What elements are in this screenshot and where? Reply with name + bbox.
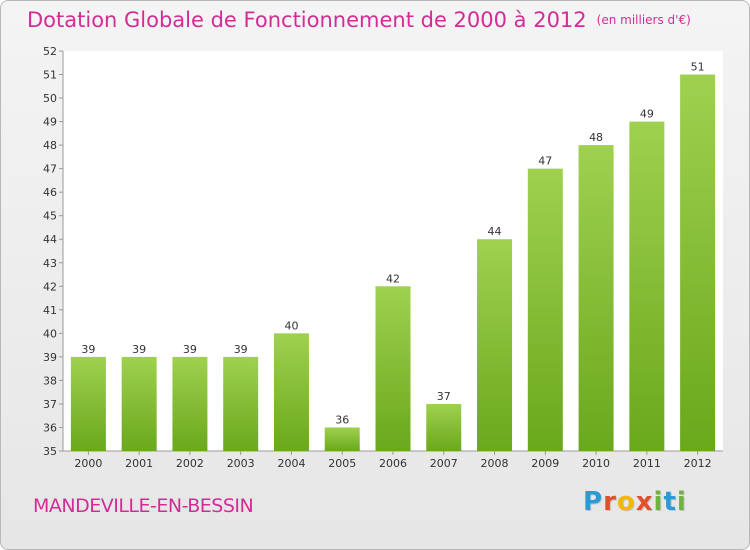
- bar-2002: [172, 356, 208, 451]
- y-tick-label: 49: [43, 116, 57, 129]
- chart-bars: [70, 74, 716, 452]
- y-tick-label: 51: [43, 69, 57, 82]
- logo-letter: r: [603, 487, 617, 517]
- x-tick-label: 2004: [277, 457, 305, 470]
- x-tick-label: 2005: [328, 457, 356, 470]
- y-tick-label: 50: [43, 92, 57, 105]
- y-tick-label: 45: [43, 210, 57, 223]
- y-tick-label: 37: [43, 398, 57, 411]
- x-tick-label: 2003: [227, 457, 255, 470]
- x-tick-label: 2001: [125, 457, 153, 470]
- data-label: 37: [437, 390, 451, 403]
- y-tick-label: 46: [43, 186, 57, 199]
- data-label: 39: [132, 343, 146, 356]
- x-tick-label: 2010: [582, 457, 610, 470]
- x-tick-label: 2009: [531, 457, 559, 470]
- y-tick-label: 42: [43, 280, 57, 293]
- y-tick-label: 47: [43, 163, 57, 176]
- bar-2000: [70, 356, 106, 451]
- y-tick-label: 36: [43, 421, 57, 434]
- data-label: 42: [386, 272, 400, 285]
- bar-2010: [578, 145, 614, 451]
- data-label: 49: [640, 108, 654, 121]
- y-tick-label: 44: [43, 233, 57, 246]
- y-tick-label: 39: [43, 351, 57, 364]
- logo-letter: P: [583, 487, 604, 517]
- x-tick-label: 2000: [74, 457, 102, 470]
- data-label: 39: [81, 343, 95, 356]
- bar-2011: [629, 121, 665, 452]
- y-tick-label: 43: [43, 257, 57, 270]
- x-tick-label: 2002: [176, 457, 204, 470]
- chart-title-text: Dotation Globale de Fonctionnement de 20…: [27, 8, 587, 32]
- bar-2007: [426, 403, 462, 451]
- logo-letter: i: [653, 487, 664, 517]
- data-label: 40: [284, 319, 298, 332]
- logo-letter: x: [635, 487, 654, 517]
- data-label: 47: [538, 155, 552, 168]
- chart-data-labels: 2000 39 2001 39 2002 39 2003 39 2004 40 2005 36 2006…: [74, 61, 711, 470]
- x-tick-label: 2007: [430, 457, 458, 470]
- bar-2009: [527, 168, 563, 451]
- y-tick-label: 40: [43, 327, 57, 340]
- x-tick-label: 2011: [633, 457, 661, 470]
- data-label: 36: [335, 413, 349, 426]
- bar-2006: [375, 286, 411, 451]
- data-label: 39: [183, 343, 197, 356]
- bar-2005: [324, 427, 360, 451]
- data-label: 48: [589, 131, 603, 144]
- bar-2012: [680, 74, 716, 451]
- bar-2008: [477, 239, 513, 451]
- place-name: MANDEVILLE-EN-BESSIN: [33, 495, 254, 517]
- x-tick-label: 2006: [379, 457, 407, 470]
- proxiti-logo: Proxiti: [583, 487, 687, 517]
- logo-letter: t: [663, 487, 677, 517]
- x-tick-label: 2008: [481, 457, 509, 470]
- data-label: 39: [234, 343, 248, 356]
- bar-2003: [223, 356, 259, 451]
- chart-unit-label: (en milliers d'€): [596, 13, 691, 27]
- logo-letter: i: [676, 487, 687, 517]
- y-tick-label: 41: [43, 304, 57, 317]
- logo-letter: o: [616, 487, 636, 517]
- chart-title: Dotation Globale de Fonctionnement de 20…: [27, 8, 691, 32]
- y-tick-label: 35: [43, 445, 57, 458]
- y-tick-label: 48: [43, 139, 57, 152]
- y-tick-label: 38: [43, 374, 57, 387]
- bar-2004: [273, 333, 309, 451]
- bar-2001: [121, 356, 157, 451]
- data-label: 51: [691, 61, 705, 74]
- y-tick-label: 52: [43, 45, 57, 58]
- x-tick-label: 2012: [684, 457, 712, 470]
- data-label: 44: [488, 225, 502, 238]
